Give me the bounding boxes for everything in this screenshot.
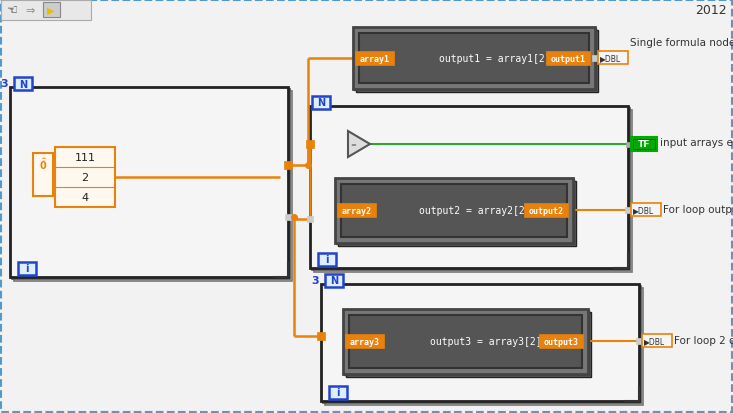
Text: =: = bbox=[350, 142, 356, 147]
Text: output2 = array2[2];: output2 = array2[2]; bbox=[419, 206, 537, 216]
Text: ▶DBL: ▶DBL bbox=[600, 54, 621, 63]
Bar bbox=[633, 140, 655, 150]
Bar bbox=[338, 182, 576, 247]
Bar bbox=[335, 178, 573, 243]
Bar bbox=[336, 180, 574, 244]
Bar bbox=[341, 185, 567, 237]
Text: i: i bbox=[25, 264, 29, 274]
Text: 2: 2 bbox=[81, 173, 89, 183]
Text: output1: output1 bbox=[551, 55, 586, 64]
Text: i: i bbox=[325, 255, 328, 265]
Text: ▶: ▶ bbox=[47, 5, 55, 15]
Bar bbox=[318, 254, 336, 266]
Text: output1 = array1[2];: output1 = array1[2]; bbox=[439, 54, 557, 64]
Bar bbox=[43, 3, 60, 18]
Bar bbox=[353, 28, 595, 90]
Text: output3: output3 bbox=[544, 337, 579, 346]
Text: array2: array2 bbox=[342, 206, 372, 216]
Bar bbox=[329, 386, 347, 399]
Text: 3: 3 bbox=[1, 79, 8, 89]
Text: For loop output: For loop output bbox=[663, 204, 733, 214]
Bar bbox=[625, 142, 630, 147]
Text: 0: 0 bbox=[40, 161, 46, 171]
Bar bbox=[314, 111, 632, 272]
Bar bbox=[325, 274, 343, 287]
Bar bbox=[33, 154, 53, 197]
Text: array3: array3 bbox=[350, 337, 380, 346]
Bar bbox=[346, 312, 591, 377]
Text: ▶DBL: ▶DBL bbox=[644, 336, 665, 345]
Bar bbox=[631, 204, 661, 216]
Bar bbox=[321, 284, 639, 401]
Bar bbox=[346, 335, 384, 348]
Bar bbox=[55, 147, 115, 207]
Bar bbox=[338, 204, 376, 218]
Text: Single formula node output: Single formula node output bbox=[630, 38, 733, 48]
Text: output3 = array3[2];: output3 = array3[2]; bbox=[430, 336, 548, 346]
Bar bbox=[18, 262, 36, 275]
Text: 3: 3 bbox=[312, 275, 319, 285]
Bar bbox=[598, 52, 628, 65]
Bar bbox=[323, 286, 641, 403]
Text: N: N bbox=[19, 79, 27, 89]
Bar bbox=[525, 204, 568, 218]
Bar bbox=[312, 97, 330, 110]
Bar bbox=[631, 138, 657, 152]
Text: i: i bbox=[336, 387, 340, 398]
Bar bbox=[356, 31, 598, 93]
Bar bbox=[547, 53, 590, 66]
Bar bbox=[317, 332, 325, 340]
Bar bbox=[636, 338, 642, 344]
Text: array1: array1 bbox=[360, 55, 390, 64]
Bar bbox=[12, 90, 290, 279]
Text: input arrays equal?: input arrays equal? bbox=[660, 138, 733, 147]
Bar bbox=[642, 334, 672, 347]
Bar bbox=[540, 335, 583, 348]
Text: For loop 2 output: For loop 2 output bbox=[674, 335, 733, 345]
Bar bbox=[354, 29, 596, 91]
Text: 2012: 2012 bbox=[696, 3, 727, 17]
Bar bbox=[349, 315, 582, 368]
Text: TF: TF bbox=[638, 140, 650, 149]
Bar bbox=[310, 107, 628, 268]
Text: 4: 4 bbox=[81, 192, 89, 202]
Bar bbox=[14, 78, 32, 91]
Bar bbox=[625, 207, 631, 214]
Bar bbox=[592, 56, 598, 62]
Bar bbox=[359, 34, 589, 84]
Text: ÷: ÷ bbox=[40, 154, 46, 161]
Bar bbox=[343, 309, 588, 374]
Bar bbox=[356, 53, 394, 66]
Bar bbox=[1, 1, 91, 21]
Text: N: N bbox=[330, 276, 338, 286]
Text: ☜: ☜ bbox=[7, 5, 18, 17]
Bar bbox=[284, 161, 292, 170]
Bar bbox=[14, 92, 292, 281]
Bar bbox=[307, 216, 313, 223]
Text: output2: output2 bbox=[529, 206, 564, 216]
Bar bbox=[325, 288, 643, 405]
Polygon shape bbox=[348, 132, 370, 158]
Bar bbox=[10, 88, 288, 277]
Bar bbox=[344, 310, 589, 375]
Bar bbox=[285, 214, 291, 221]
Text: 111: 111 bbox=[75, 153, 95, 163]
Bar bbox=[312, 109, 630, 271]
Bar bbox=[306, 141, 314, 149]
Text: ▶DBL: ▶DBL bbox=[633, 206, 654, 214]
Text: N: N bbox=[317, 98, 325, 108]
Text: ⇒: ⇒ bbox=[26, 6, 34, 16]
